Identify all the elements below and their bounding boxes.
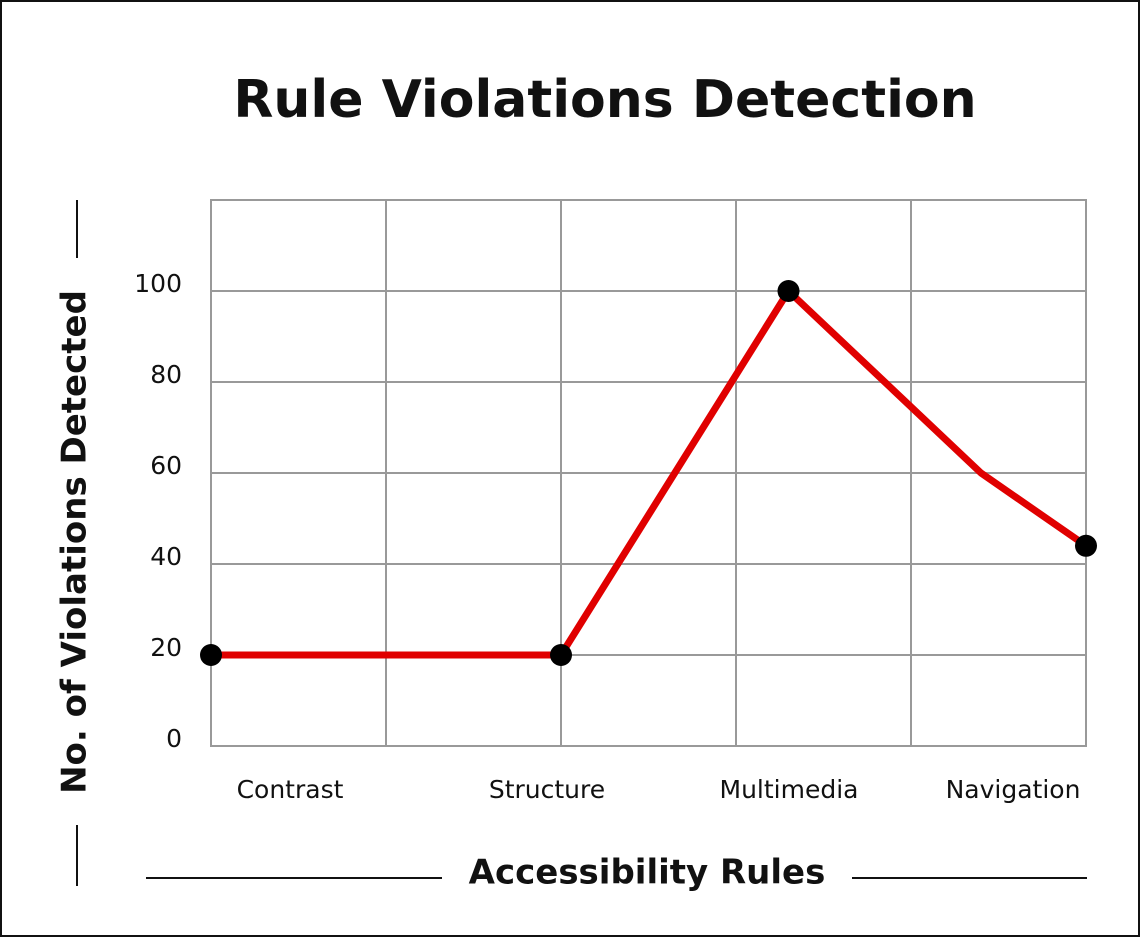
- y-tick-label: 0: [166, 724, 182, 753]
- marker: [550, 644, 572, 666]
- x-tick-label: Contrast: [237, 775, 344, 804]
- y-tick-label: 100: [134, 269, 182, 298]
- x-tick-label: Structure: [489, 775, 605, 804]
- y-tick-label: 40: [150, 542, 182, 571]
- x-tick-label: Multimedia: [720, 775, 859, 804]
- x-tick-label: Navigation: [946, 775, 1081, 804]
- x-axis-label: Accessibility Rules: [469, 853, 826, 893]
- y-tick-label: 20: [150, 633, 182, 662]
- chart-title: Rule Violations Detection: [233, 70, 976, 130]
- marker: [1075, 534, 1097, 557]
- y-tick-label: 80: [150, 360, 182, 389]
- y-axis-label: No. of Violations Detected: [55, 290, 95, 794]
- y-tick-label: 60: [150, 451, 182, 480]
- marker: [200, 644, 222, 666]
- marker: [777, 280, 800, 302]
